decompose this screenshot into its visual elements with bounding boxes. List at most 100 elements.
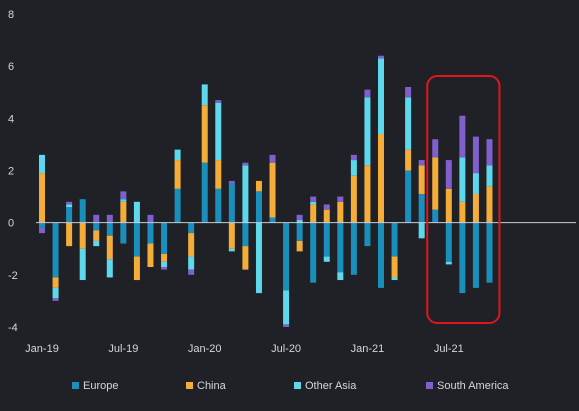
x-axis: Jan-19 Jul-19 Jan-20 Jul-20 Jan-21 Jul-21 (25, 343, 464, 355)
bar-segment-europe (269, 217, 276, 223)
bar-segment-south-america (106, 214, 113, 223)
bar-segment-china (310, 204, 317, 223)
y-tick-label: 8 (8, 9, 14, 21)
bar-segment-other-asia (215, 102, 222, 161)
legend-label: South America (437, 380, 509, 392)
bar-segment-china (120, 201, 127, 223)
bar-segment-europe (174, 188, 181, 223)
bar-segment-europe (350, 222, 357, 275)
bar-segment-other-asia (161, 261, 168, 268)
bar-segment-europe (242, 222, 249, 247)
bar-segment-china (201, 105, 208, 163)
x-tick-label: Jan-21 (351, 343, 385, 355)
legend-item-europe: Europe (72, 380, 118, 392)
bar-segment-china (405, 149, 412, 171)
y-tick-label: 4 (8, 113, 14, 125)
bar-segment-europe (296, 222, 303, 241)
bar-segment-south-america (418, 160, 425, 166)
bar-segment-china (459, 201, 466, 223)
bar-segment-other-asia (228, 248, 235, 252)
bar-segment-south-america (405, 87, 412, 98)
bar-segment-europe (283, 222, 290, 291)
bar-segment-other-asia (255, 222, 262, 294)
bar-segment-other-asia (391, 277, 398, 281)
bar-segment-china (188, 233, 195, 257)
legend-item-other-asia: Other Asia (294, 380, 357, 392)
bar-segment-other-asia (66, 204, 73, 208)
bar-segment-europe (323, 222, 330, 257)
legend-label: Other Asia (305, 380, 357, 392)
bar-segment-other-asia (283, 290, 290, 325)
bar-segment-europe (378, 222, 384, 288)
bar-segment-europe (418, 193, 425, 223)
bar-segment-china (242, 246, 249, 270)
bar-segment-china (66, 222, 73, 247)
bar-segment-south-america (350, 154, 357, 161)
bar-segment-south-america (147, 214, 154, 223)
bar-segment-europe (255, 191, 262, 223)
bar-segment-china (133, 256, 140, 281)
bar-segment-europe (391, 222, 398, 257)
bar-segment-south-america (283, 324, 290, 327)
bar-segment-europe (106, 222, 113, 236)
bar-segment-china (391, 256, 398, 278)
bar-segment-europe (39, 222, 45, 228)
bar-segment-china (255, 180, 262, 192)
bar-segment-europe (133, 222, 140, 257)
bar-segment-china (215, 160, 222, 189)
bar-segment-south-america (215, 100, 222, 103)
y-tick-label: 0 (8, 218, 14, 230)
bar-segment-china (486, 186, 493, 223)
bar-segment-china (228, 222, 235, 249)
bar-segment-other-asia (201, 84, 208, 106)
bar-segment-china (378, 133, 384, 223)
bar-segment-south-america (161, 267, 168, 270)
legend-swatch (186, 382, 193, 389)
bar-segment-europe (228, 183, 235, 223)
bar-segment-south-america (486, 139, 493, 166)
y-tick-label: 6 (8, 61, 14, 73)
bar-segment-europe (201, 162, 208, 223)
bar-segment-china (147, 243, 154, 267)
bar-segment-other-asia (133, 201, 140, 223)
bar-segment-other-asia (174, 149, 181, 161)
bar-segment-other-asia (296, 220, 303, 223)
bar-segment-europe (215, 188, 222, 223)
bar-segment-other-asia (364, 97, 371, 166)
y-tick-label: -2 (8, 270, 18, 282)
bar-segment-europe (405, 170, 412, 223)
bar-segment-other-asia (93, 240, 100, 247)
bar-segment-other-asia (350, 160, 357, 176)
legend-label: China (197, 380, 227, 392)
y-axis: -4 -2 0 2 4 6 8 (8, 9, 18, 334)
bar-segment-south-america (445, 160, 452, 189)
bar-segment-europe (93, 222, 100, 231)
bar-segment-europe (79, 199, 86, 223)
bar-segment-china (106, 235, 113, 260)
bar-segment-other-asia (418, 222, 425, 239)
legend-swatch (294, 382, 301, 389)
bar-segment-china (39, 173, 45, 223)
legend-label: Europe (83, 380, 118, 392)
highlight-box (426, 75, 501, 324)
bar-segment-china (432, 157, 439, 210)
bar-segment-china (323, 209, 330, 223)
bar-segment-other-asia (323, 256, 330, 262)
bar-segment-europe (445, 222, 452, 262)
bar-segment-other-asia (52, 287, 59, 299)
bar-segment-europe (120, 222, 127, 244)
bar-segment-other-asia (310, 201, 317, 205)
x-tick-label: Jul-21 (434, 343, 464, 355)
bar-segment-europe (432, 209, 439, 223)
bar-segment-south-america (296, 214, 303, 221)
bar-segment-other-asia (378, 58, 384, 134)
bar-segment-europe (459, 222, 466, 294)
legend-swatch (72, 382, 79, 389)
bar-segment-china (445, 188, 452, 223)
bar-segment-china (79, 222, 86, 249)
bar-segment-china (161, 253, 168, 262)
bar-segment-china (52, 277, 59, 288)
bar-segment-china (174, 160, 181, 189)
highlight-rectangle (426, 75, 501, 324)
